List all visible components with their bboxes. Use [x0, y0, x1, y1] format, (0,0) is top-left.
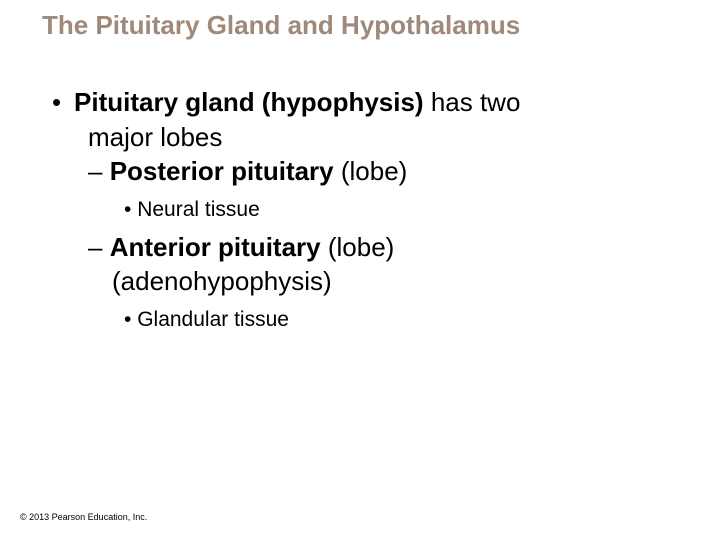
- bullet-level2-continuation: (adenohypophysis): [112, 265, 672, 298]
- slide-container: The Pituitary Gland and Hypothalamus •Pi…: [0, 0, 720, 540]
- bullet-level1: •Pituitary gland (hypophysis) has two: [52, 86, 672, 119]
- bullet-marker-l2: –: [88, 156, 102, 186]
- slide-title: The Pituitary Gland and Hypothalamus: [42, 10, 520, 41]
- bullet-level1-continuation: major lobes: [88, 121, 672, 154]
- text-bold: Pituitary gland (hypophysis): [74, 87, 424, 117]
- text-plain: Neural tissue: [137, 198, 260, 221]
- bullet-marker-l3: •: [124, 198, 131, 221]
- slide-body: •Pituitary gland (hypophysis) has two ma…: [52, 86, 672, 341]
- bullet-level3: • Glandular tissue: [124, 306, 672, 333]
- bullet-marker-l3: •: [124, 308, 131, 331]
- bullet-marker-l2: –: [88, 232, 102, 262]
- text-bold: Anterior pituitary: [110, 232, 321, 262]
- text-plain: has two: [424, 87, 521, 117]
- text-plain: (lobe): [321, 232, 395, 262]
- copyright-text: © 2013 Pearson Education, Inc.: [20, 512, 147, 522]
- text-plain: (lobe): [334, 156, 408, 186]
- bullet-marker-l1: •: [52, 86, 74, 119]
- bullet-level2: – Anterior pituitary (lobe): [88, 231, 672, 264]
- bullet-level2: – Posterior pituitary (lobe): [88, 155, 672, 188]
- text-plain: Glandular tissue: [137, 308, 289, 331]
- bullet-level3: • Neural tissue: [124, 196, 672, 223]
- text-bold: Posterior pituitary: [110, 156, 334, 186]
